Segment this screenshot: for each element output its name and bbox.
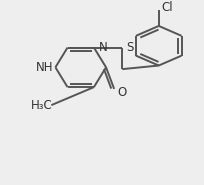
Text: N: N [99,41,107,54]
Text: Cl: Cl [161,1,173,14]
Text: O: O [118,86,127,99]
Text: S: S [127,41,134,54]
Text: NH: NH [35,61,53,74]
Text: H₃C: H₃C [31,99,53,112]
